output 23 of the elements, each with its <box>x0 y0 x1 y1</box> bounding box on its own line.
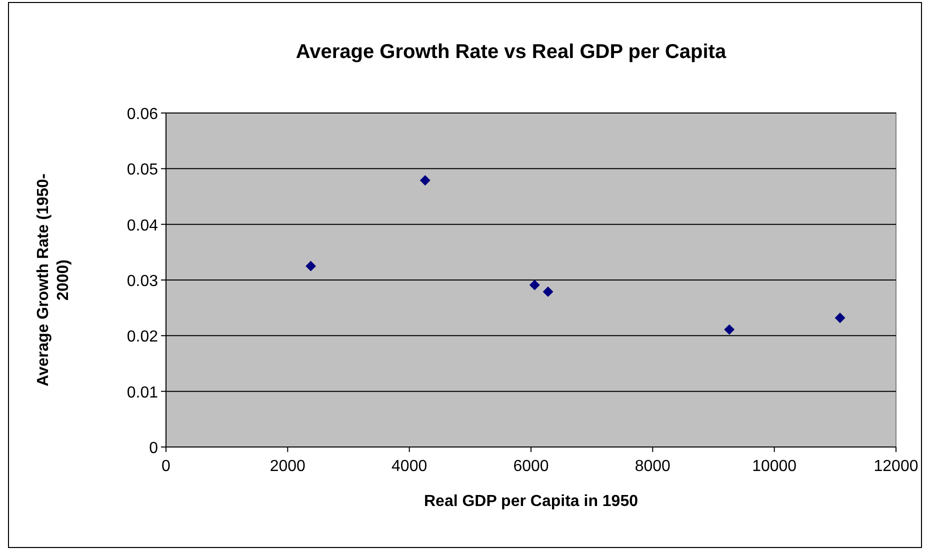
y-tick-label: 0.03 <box>126 273 158 290</box>
y-tick-label: 0 <box>149 440 158 457</box>
point <box>306 260 316 272</box>
point <box>834 312 846 324</box>
x-tick-label: 4000 <box>392 458 428 475</box>
point <box>724 324 735 335</box>
y-tick-label: 0.01 <box>126 384 158 402</box>
chart-title: Average Growth Rate vs Real GDP per Capita <box>296 41 727 63</box>
x-tick-label: 8000 <box>634 458 671 475</box>
x-tick-label: 12000 <box>874 458 918 475</box>
y-tick-label: 0.05 <box>126 162 158 179</box>
x-tick-label: 2000 <box>270 458 306 475</box>
x-axis-title: Real GDP per Capita in 1950 <box>424 493 638 510</box>
x-tick-label: 6000 <box>513 458 549 475</box>
point <box>420 175 430 186</box>
point <box>542 286 554 297</box>
x-tick-label: 0 <box>162 458 171 475</box>
y-tick-label: 0.02 <box>126 328 158 346</box>
point <box>529 280 540 290</box>
y-axis-title: Average Growth Rate (1950-2000) <box>35 174 72 386</box>
y-tick-label: 0.04 <box>126 217 158 234</box>
x-tick-label: 10000 <box>752 458 797 475</box>
y-tick-label: 0.06 <box>126 106 158 123</box>
